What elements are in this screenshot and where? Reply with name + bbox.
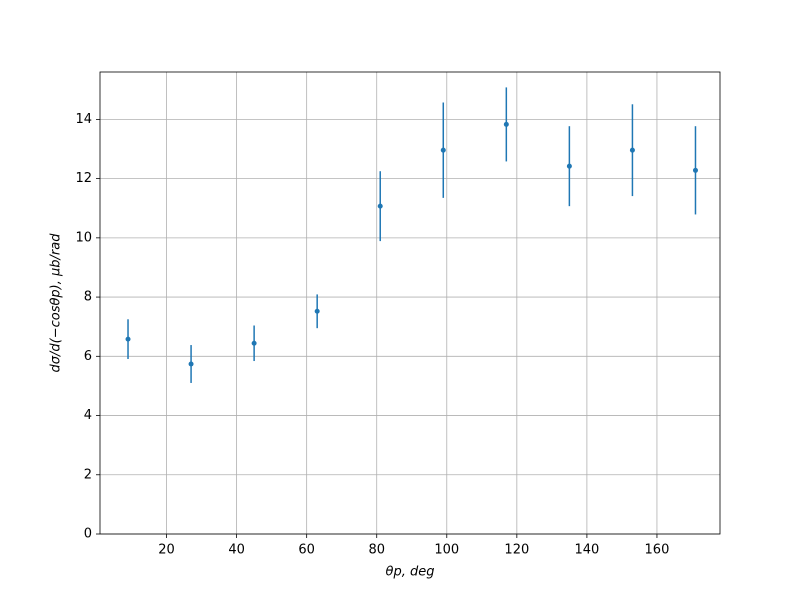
data-point (503, 121, 509, 127)
x-tick-label: 20 (158, 543, 175, 558)
x-axis-label: θp, deg (386, 565, 435, 580)
data-point (566, 163, 572, 169)
y-tick-label: 2 (84, 467, 92, 482)
data-point (188, 361, 194, 367)
plot-frame (99, 71, 721, 535)
y-axis-label: dσ/d(−cosθp), μb/rad (49, 233, 64, 373)
x-tick-label: 140 (574, 543, 599, 558)
data-point (377, 203, 383, 209)
data-point (692, 167, 698, 173)
x-tick-label: 40 (228, 543, 245, 558)
y-tick-label: 6 (84, 349, 92, 364)
y-tick-label: 4 (84, 408, 92, 423)
data-point (125, 336, 131, 342)
y-tick-label: 10 (75, 230, 92, 245)
y-tick-label: 12 (75, 171, 92, 186)
y-tick-label: 0 (84, 527, 92, 542)
data-point (629, 147, 635, 153)
data-point (440, 147, 446, 153)
x-tick-label: 160 (645, 543, 670, 558)
x-tick-label: 60 (298, 543, 315, 558)
y-tick-label: 8 (84, 290, 92, 305)
y-tick-label: 14 (75, 112, 92, 127)
x-tick-label: 100 (434, 543, 459, 558)
x-tick-label: 120 (504, 543, 529, 558)
x-tick-label: 80 (368, 543, 385, 558)
data-point (251, 340, 257, 346)
data-point (314, 308, 320, 314)
